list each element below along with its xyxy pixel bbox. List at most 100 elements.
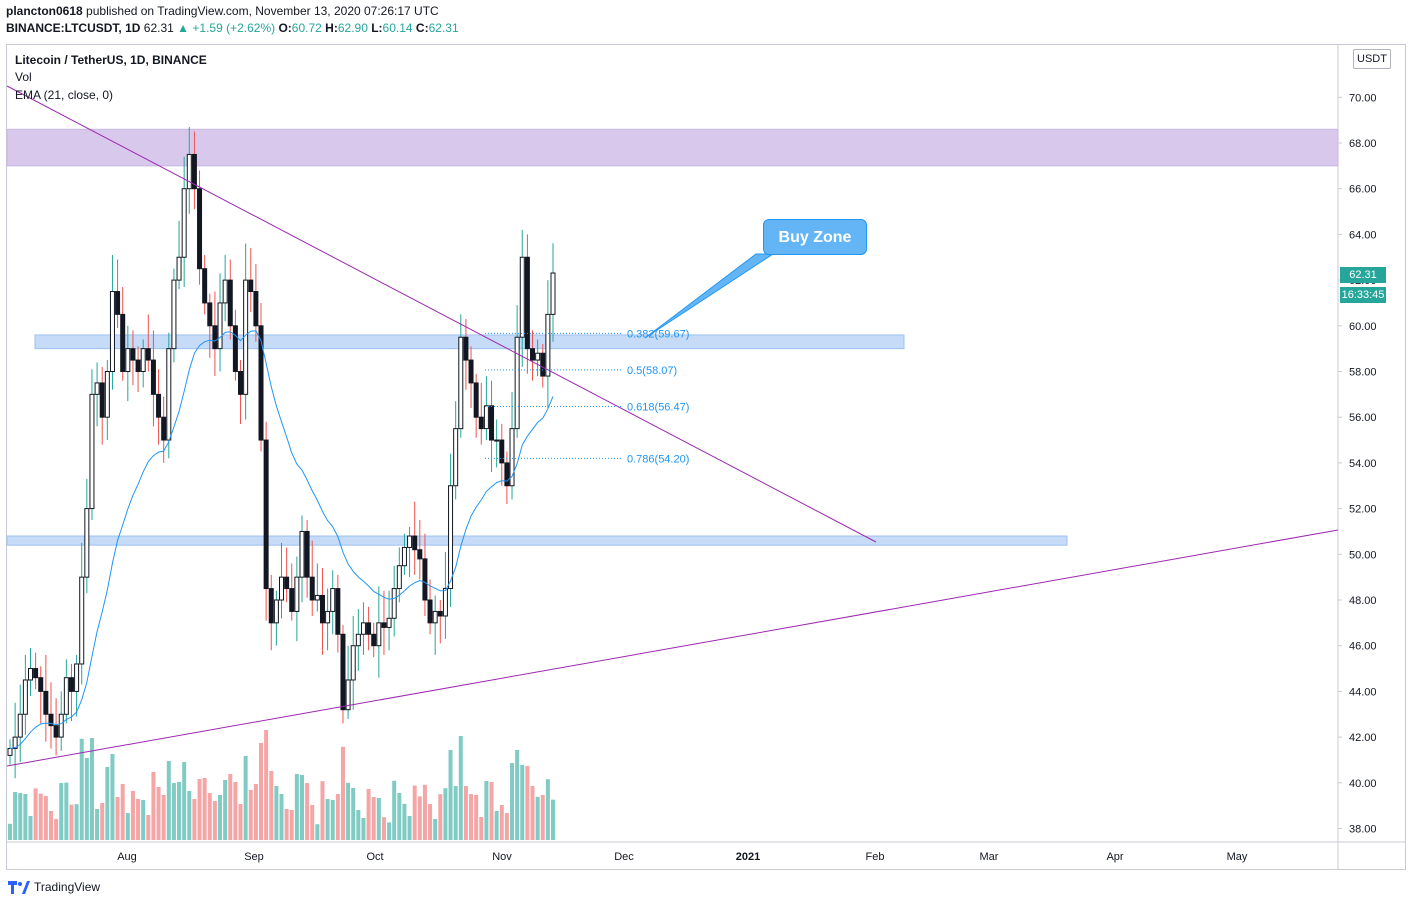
volume-bar [428, 804, 433, 840]
legend-ema[interactable]: EMA (21, close, 0) [15, 88, 114, 102]
volume-bar [330, 800, 335, 840]
ema-line [9, 330, 554, 749]
currency-unit-button[interactable]: USDT [1353, 49, 1391, 69]
close-label: C: [415, 21, 429, 35]
volume-bar [438, 794, 443, 840]
candle-body [478, 416, 484, 430]
volume-bar [192, 799, 197, 840]
publish-info: published on TradingView.com, November 1… [86, 4, 439, 18]
volume-bar [120, 784, 125, 840]
author-name[interactable]: plancton0618 [6, 4, 83, 18]
y-tick-label: 54.00 [1349, 458, 1377, 470]
countdown-tag: 16:33:45 [1340, 287, 1386, 303]
close-value-2: 62.31 [428, 21, 459, 35]
candle-body [340, 633, 346, 711]
candle-body [104, 371, 110, 418]
candle-body [309, 576, 315, 601]
candle-body [284, 576, 290, 590]
volume-bar [125, 813, 130, 840]
volume-bar [105, 767, 110, 840]
volume-bar [223, 780, 228, 840]
chart-frame[interactable] [6, 44, 1406, 870]
candle-body [432, 610, 438, 624]
close-value: 62.31 [143, 21, 174, 35]
candle-body [524, 256, 530, 350]
volume-bar [448, 750, 453, 840]
volume-bar [8, 823, 12, 840]
candle-body [17, 713, 23, 738]
candle-body [12, 736, 18, 750]
candle-body [207, 302, 213, 327]
candle-body [519, 256, 525, 338]
volume-bar [397, 793, 402, 840]
candle-body [7, 748, 13, 756]
candle-body [27, 668, 33, 681]
volume-bar [530, 786, 535, 840]
volume-bar [356, 810, 361, 840]
candle-body [58, 713, 64, 738]
volume-bar [294, 774, 299, 840]
volume-bar [489, 782, 494, 840]
candle-body [99, 382, 105, 418]
x-tick-label: Feb [866, 851, 885, 863]
change-value: ▲ +1.59 (+2.62%) [177, 21, 276, 35]
candle-body [130, 348, 136, 361]
volume-bar [156, 787, 161, 840]
y-tick-label: 52.00 [1349, 504, 1377, 516]
candle-body [350, 645, 356, 681]
candle-body [171, 279, 177, 350]
legend-title: Litecoin / TetherUS, 1D, BINANCE [15, 53, 207, 67]
candle-body [545, 313, 551, 377]
volume-bar [48, 811, 53, 840]
candle-body [499, 439, 505, 464]
volume-bar [238, 804, 243, 840]
volume-bar [387, 822, 392, 840]
volume-bar [110, 754, 115, 840]
footer-branding[interactable]: TradingView [8, 880, 100, 894]
candle-body [84, 508, 90, 578]
candle-body [422, 558, 428, 601]
volume-bar [289, 810, 294, 840]
volume-bar [38, 793, 43, 840]
candle-body [427, 599, 433, 624]
volume-bar [284, 809, 289, 840]
candle-body [263, 439, 269, 590]
candle-body [43, 690, 49, 715]
candle-body [381, 622, 387, 628]
buy-zone-callout[interactable]: Buy Zone [763, 219, 867, 255]
legend-volume[interactable]: Vol [15, 70, 32, 84]
candle-body [494, 439, 500, 442]
candle-body [22, 679, 28, 715]
candle-body [376, 622, 382, 647]
candle-body [345, 679, 351, 711]
volume-bar [274, 786, 279, 840]
volume-bar [18, 793, 23, 840]
volume-bar [269, 771, 274, 840]
candle-body [535, 352, 541, 361]
volume-bar [279, 794, 284, 840]
volume-bar [443, 788, 448, 840]
volume-bar [551, 799, 555, 840]
volume-bar [299, 775, 304, 840]
candle-body [202, 268, 208, 304]
candle-body [222, 279, 228, 304]
low-label: L: [371, 21, 383, 35]
volume-bar [392, 780, 397, 840]
candle-body [437, 610, 443, 617]
candle-body [212, 325, 218, 350]
volume-bar [84, 758, 89, 840]
candle-body [166, 348, 172, 441]
fib-label: 0.786(54.20) [627, 453, 689, 465]
volume-bar [520, 765, 525, 840]
volume-bar [474, 795, 479, 840]
candle-body [319, 594, 325, 624]
candle-body [371, 633, 377, 647]
candle-body [258, 325, 264, 441]
candle-body [453, 428, 459, 487]
high-label: H: [325, 21, 338, 35]
volume-bar [525, 766, 530, 840]
volume-bar [469, 794, 474, 840]
volume-bar [366, 789, 371, 840]
candle-body [468, 359, 474, 384]
